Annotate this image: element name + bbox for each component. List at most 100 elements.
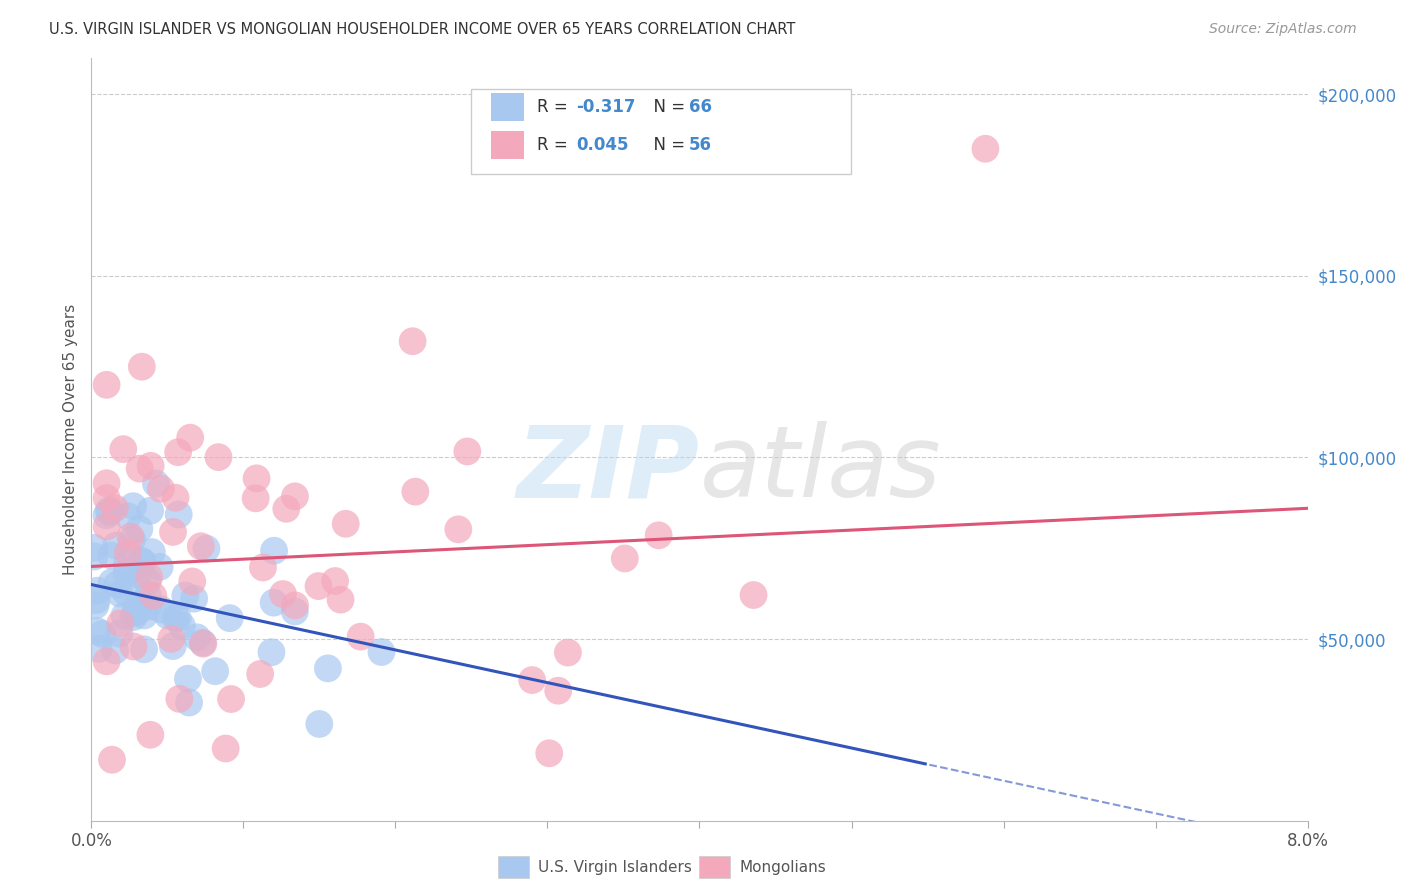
Point [96,476,118,491]
Point [122,500,145,514]
Text: 0.045: 0.045 [576,136,628,153]
Point [136,599,159,614]
Point [128,522,150,536]
Point [284,489,307,503]
Text: ZIP: ZIP [516,421,699,518]
Point [190,539,212,553]
Point [162,639,184,653]
Point [276,501,298,516]
Point [131,359,153,374]
Point [127,567,149,582]
Point [323,574,346,588]
Point [139,728,162,742]
Point [134,608,156,623]
Text: U.S. VIRGIN ISLANDER VS MONGOLIAN HOUSEHOLDER INCOME OVER 65 YEARS CORRELATION C: U.S. VIRGIN ISLANDER VS MONGOLIAN HOUSEH… [49,22,796,37]
Point [207,450,229,464]
Point [974,142,997,156]
Point [308,717,330,731]
Point [177,696,200,710]
Point [215,741,238,756]
Point [101,753,124,767]
Point [170,619,193,633]
Point [138,570,160,584]
Point [127,605,149,619]
Point [129,554,152,568]
Point [150,602,173,616]
Point [117,509,139,524]
Point [108,626,131,640]
Point [547,683,569,698]
Point [219,692,242,706]
Point [86,593,108,607]
Point [156,608,179,623]
Point [263,596,285,610]
Point [104,539,127,553]
Text: R =: R = [537,98,574,116]
Point [122,610,145,624]
Point [538,746,561,760]
Point [335,516,357,531]
Point [557,646,579,660]
Point [162,524,184,539]
Point [149,559,172,574]
Point [177,672,200,686]
Point [87,641,110,656]
Point [167,445,190,459]
Point [139,458,162,473]
Point [742,588,765,602]
Text: Source: ZipAtlas.com: Source: ZipAtlas.com [1209,22,1357,37]
Point [263,543,285,558]
Point [186,630,208,644]
Point [183,591,205,606]
Point [149,482,172,496]
Point [447,522,470,536]
Point [174,589,197,603]
Point [139,504,162,518]
Point [105,577,128,591]
Point [86,624,108,638]
Point [136,589,159,603]
Point [252,560,274,574]
Point [115,585,138,599]
Point [520,673,543,687]
Point [128,461,150,475]
Text: 56: 56 [689,136,711,153]
Point [86,583,108,598]
Point [350,630,373,644]
Point [117,546,139,560]
Y-axis label: Householder Income Over 65 years: Householder Income Over 65 years [62,303,77,575]
Point [115,566,138,580]
Text: 66: 66 [689,98,711,116]
Point [121,561,143,575]
Point [104,643,127,657]
Text: atlas: atlas [699,421,941,518]
Text: N =: N = [643,136,690,153]
Point [195,541,218,556]
Point [166,611,188,625]
Point [142,589,165,603]
Point [329,592,352,607]
Point [100,549,122,563]
Point [127,599,149,613]
Point [160,632,183,646]
Point [218,611,240,625]
Point [308,579,330,593]
Point [96,491,118,505]
Point [401,334,423,349]
Text: R =: R = [537,136,574,153]
Point [115,558,138,572]
Point [112,442,135,457]
Point [271,587,294,601]
Point [613,551,636,566]
Point [169,691,191,706]
Point [316,661,339,675]
Point [245,491,267,506]
Text: U.S. Virgin Islanders: U.S. Virgin Islanders [538,860,692,874]
Point [404,484,426,499]
Point [122,640,145,654]
Point [84,599,107,613]
Point [96,654,118,668]
Point [108,586,131,600]
Point [165,611,187,625]
Point [204,664,226,678]
